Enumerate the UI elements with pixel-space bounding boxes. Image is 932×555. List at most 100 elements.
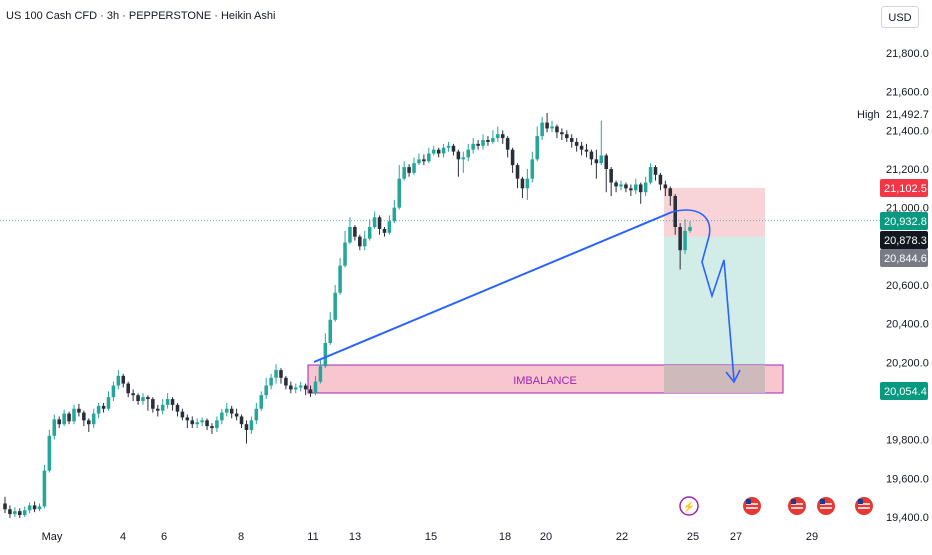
candle-body <box>422 159 426 162</box>
candle-body <box>668 188 673 197</box>
entry-price-tag-bg <box>880 231 928 249</box>
candle-body <box>663 184 668 189</box>
candle-body <box>584 149 589 152</box>
target-price-tag-bg <box>880 382 928 400</box>
candle-body <box>77 408 81 413</box>
lightning-icon: ⚡ <box>683 500 695 513</box>
candle-body <box>67 413 71 422</box>
projection-path <box>671 209 735 381</box>
price-tick-label: 21,200.0 <box>886 164 929 176</box>
candle-body <box>535 136 540 160</box>
projection-arrowhead <box>725 369 741 384</box>
candle-body <box>619 184 623 187</box>
price-tick-label: 21,000.0 <box>886 203 929 215</box>
candle-body <box>560 132 564 135</box>
candle-body <box>530 159 535 179</box>
time-tick-label: 15 <box>425 531 437 543</box>
candle-body <box>550 126 554 129</box>
candle-body <box>289 385 293 390</box>
current-price-tag-bg <box>880 212 928 230</box>
dividend-event-icon[interactable] <box>679 496 699 516</box>
candle-body <box>471 143 475 150</box>
candle-body <box>604 155 608 169</box>
candle-body <box>688 227 692 231</box>
candle-body <box>303 385 308 390</box>
us-flag-event-icon[interactable] <box>855 497 873 515</box>
candle-body <box>367 227 372 239</box>
candle-body <box>3 503 7 510</box>
candle-body <box>540 122 544 137</box>
candle-body <box>146 397 150 400</box>
candle-body <box>229 408 234 414</box>
time-tick-label: 6 <box>161 531 167 543</box>
candle-body <box>274 370 278 378</box>
candle-body <box>13 511 17 515</box>
candle-body <box>215 420 219 429</box>
price-tick-label: 20,200.0 <box>886 357 929 369</box>
candle-body <box>476 143 480 146</box>
flag-canton <box>858 499 863 504</box>
candle-body <box>293 387 298 390</box>
low-price-tag: 20,844.6 <box>884 253 927 265</box>
candle-body <box>648 167 653 183</box>
us-flag-event-icon[interactable] <box>788 497 806 515</box>
candle-body <box>180 411 185 418</box>
candle-body <box>165 399 170 405</box>
candle-body <box>126 383 130 394</box>
candle-body <box>96 405 101 414</box>
candle-body <box>333 292 337 320</box>
candle-body <box>496 134 500 139</box>
candle-body <box>372 217 377 227</box>
candle-body <box>555 126 559 133</box>
candle-body <box>284 377 288 386</box>
candle-body <box>629 188 633 191</box>
us-flag-event-icon[interactable] <box>817 497 835 515</box>
target-price-tag: 20,054.4 <box>884 386 927 398</box>
price-tick-label: 19,800.0 <box>886 435 929 447</box>
candle-body <box>259 395 264 409</box>
candle-body <box>589 151 594 160</box>
candle-body <box>392 207 397 222</box>
candle-body <box>436 149 441 154</box>
price-tick-label: 21,400.0 <box>886 125 929 137</box>
candle-body <box>160 404 165 411</box>
candle-body <box>308 389 313 394</box>
candle-body <box>466 149 471 158</box>
candle-body <box>62 413 66 425</box>
candle-body <box>417 159 421 164</box>
candle-body <box>106 397 111 409</box>
price-tick-label: 19,600.0 <box>886 473 929 485</box>
chart-title: US 100 Cash CFD · 3h · PEPPERSTONE · Hei… <box>6 10 276 22</box>
candle-body <box>362 238 367 247</box>
candle-body <box>313 381 318 394</box>
candle-body <box>599 155 604 164</box>
candle-body <box>338 265 342 293</box>
flag-canton <box>820 499 825 504</box>
candle-body <box>451 145 456 152</box>
candle-body <box>387 221 392 233</box>
candle-body <box>8 509 12 515</box>
zone-overlap <box>664 365 765 393</box>
us-flag-event-icon[interactable] <box>743 497 761 515</box>
candle-body <box>18 511 22 516</box>
candle-body <box>481 140 485 146</box>
candle-body <box>505 138 510 150</box>
time-tick-label: 18 <box>499 531 511 543</box>
candle-body <box>131 393 135 396</box>
candle-body <box>328 319 333 343</box>
candle-body <box>111 385 116 398</box>
candle-body <box>486 140 490 142</box>
candle-body <box>431 149 436 154</box>
candle-body <box>155 408 160 411</box>
candle-body <box>348 227 352 243</box>
candle-body <box>244 424 249 430</box>
candle-body <box>579 145 584 150</box>
currency-button[interactable]: USD <box>881 6 919 28</box>
time-tick-label: 13 <box>349 531 361 543</box>
candle-body <box>52 419 57 436</box>
time-tick-label: 8 <box>238 531 244 543</box>
candle-body <box>402 167 406 179</box>
flag-canton <box>746 499 751 504</box>
